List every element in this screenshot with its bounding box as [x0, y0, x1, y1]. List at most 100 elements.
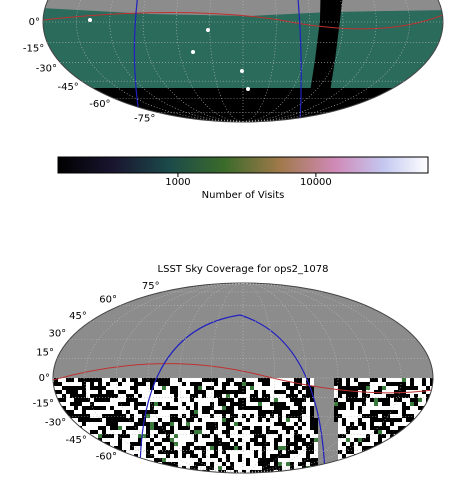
coverage-cell: [170, 406, 174, 410]
coverage-cell: [286, 458, 290, 462]
coverage-cell: [118, 442, 122, 446]
coverage-cell: [370, 394, 374, 398]
coverage-cell: [178, 454, 182, 458]
coverage-cell: [338, 422, 342, 426]
coverage-cell: [302, 378, 306, 382]
coverage-cell: [182, 402, 186, 406]
coverage-cell: [198, 394, 202, 398]
coverage-cell: [86, 426, 90, 430]
coverage-cell: [206, 386, 210, 390]
coverage-cell: [346, 462, 350, 466]
coverage-cell: [162, 438, 166, 442]
coverage-cell: [282, 402, 286, 406]
coverage-cell: [58, 462, 62, 466]
coverage-cell: [238, 386, 242, 390]
coverage-cell: [70, 402, 74, 406]
coverage-cell: [194, 446, 198, 450]
coverage-cell: [166, 426, 170, 430]
coverage-cell: [194, 390, 198, 394]
coverage-cell: [86, 406, 90, 410]
coverage-cell: [230, 394, 234, 398]
coverage-cell: [342, 382, 346, 386]
coverage-cell: [106, 406, 110, 410]
coverage-cell: [386, 402, 390, 406]
coverage-cell: [198, 398, 202, 402]
coverage-cell: [334, 386, 338, 390]
coverage-cell: [242, 386, 246, 390]
coverage-cell: [270, 414, 274, 418]
coverage-cell: [374, 414, 378, 418]
coverage-cell: [426, 470, 430, 473]
coverage-cell: [214, 466, 218, 470]
coverage-cell: [182, 394, 186, 398]
coverage-cell: [74, 378, 78, 382]
coverage-cell: [234, 458, 238, 462]
coverage-cell: [274, 418, 278, 422]
coverage-cell: [114, 386, 118, 390]
coverage-cell: [394, 410, 398, 414]
coverage-cell: [102, 386, 106, 390]
coverage-cell: [154, 454, 158, 458]
coverage-cell: [354, 390, 358, 394]
coverage-cell: [402, 446, 406, 450]
coverage-cell: [58, 390, 62, 394]
coverage-cell: [166, 430, 170, 434]
coverage-cell: [138, 430, 142, 434]
coverage-cell: [418, 406, 422, 410]
coverage-cell: [410, 462, 414, 466]
coverage-cell: [254, 426, 258, 430]
coverage-cell: [206, 414, 210, 418]
coverage-cell: [202, 402, 206, 406]
coverage-cell: [414, 402, 418, 406]
coverage-cell: [410, 458, 414, 462]
coverage-cell: [154, 438, 158, 442]
coverage-cell: [230, 422, 234, 426]
coverage-cell: [110, 382, 114, 386]
coverage-cell: [126, 458, 130, 462]
coverage-cell: [62, 390, 66, 394]
coverage-cell: [246, 414, 250, 418]
coverage-cell: [350, 466, 354, 470]
coverage-cell: [154, 466, 158, 470]
coverage-cell: [86, 410, 90, 414]
coverage-cell: [174, 398, 178, 402]
coverage-cell: [126, 394, 130, 398]
coverage-cell: [70, 462, 74, 466]
coverage-cell: [418, 454, 422, 458]
coverage-cell: [158, 450, 162, 454]
coverage-cell: [174, 378, 178, 382]
coverage-cell: [86, 398, 90, 402]
coverage-cell: [282, 386, 286, 390]
coverage-cell: [318, 406, 322, 410]
coverage-cell: [438, 406, 442, 410]
coverage-cell: [406, 382, 410, 386]
coverage-cell: [362, 422, 366, 426]
coverage-cell: [190, 390, 194, 394]
coverage-cell: [242, 434, 246, 438]
coverage-cell: [90, 410, 94, 414]
coverage-cell: [262, 466, 266, 470]
coverage-cell: [210, 466, 214, 470]
coverage-cell: [286, 418, 290, 422]
coverage-cell: [266, 386, 270, 390]
coverage-cell: [218, 470, 222, 473]
coverage-cell: [150, 414, 154, 418]
coverage-cell: [334, 418, 338, 422]
coverage-cell: [406, 462, 410, 466]
coverage-cell: [406, 442, 410, 446]
coverage-cell: [430, 382, 433, 386]
coverage-cell: [262, 386, 266, 390]
coverage-cell: [214, 434, 218, 438]
coverage-cell: [278, 454, 282, 458]
coverage-cell: [118, 382, 122, 386]
coverage-cell: [270, 458, 274, 462]
coverage-cell: [354, 422, 358, 426]
coverage-cell: [258, 470, 262, 473]
coverage-cell: [354, 426, 358, 430]
coverage-cell: [198, 418, 202, 422]
coverage-cell: [334, 438, 338, 442]
coverage-cell: [346, 390, 350, 394]
coverage-cell: [386, 450, 390, 454]
coverage-cell: [366, 382, 370, 386]
coverage-cell: [350, 378, 354, 382]
